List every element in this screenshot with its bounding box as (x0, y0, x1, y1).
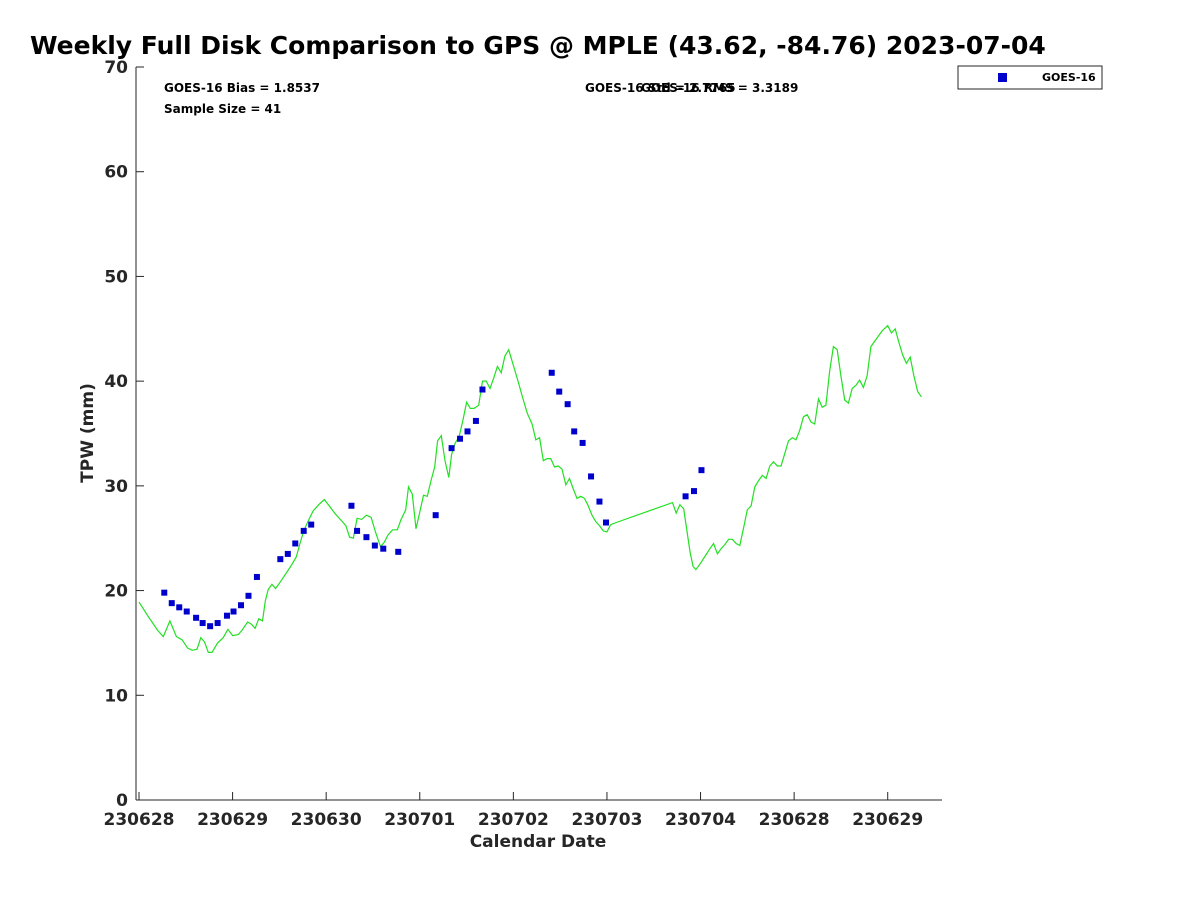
chart-title: Weekly Full Disk Comparison to GPS @ MPL… (30, 31, 1046, 60)
goes16-point (564, 401, 571, 408)
x-tick-label: 230629 (197, 810, 268, 830)
y-tick-label: 60 (104, 163, 128, 183)
goes16-point (464, 428, 471, 435)
y-axis-label: TPW (mm) (78, 383, 98, 483)
goes16-point (380, 545, 387, 552)
y-tick-label: 70 (104, 58, 128, 78)
goes16-point (596, 498, 603, 505)
goes16-point (230, 608, 237, 615)
x-tick-label: 230628 (104, 810, 175, 830)
goes16-point (193, 614, 200, 621)
x-tick-label: 230630 (291, 810, 362, 830)
x-axis-ticks: 230628 230629 230630 230701 230702 230703 2307… (104, 792, 923, 830)
x-tick-label: 230701 (384, 810, 455, 830)
plot-area (136, 67, 942, 800)
bias-annotation: GOES-16 Bias = 1.8537 (164, 81, 320, 95)
goes16-point (690, 488, 697, 495)
goes16-point (348, 502, 355, 509)
x-tick-label: 230702 (478, 810, 549, 830)
goes16-point (354, 527, 361, 534)
goes16-point (161, 589, 168, 596)
goes16-point (183, 608, 190, 615)
goes16-point (571, 428, 578, 435)
goes16-point (277, 556, 284, 563)
goes16-point (457, 435, 464, 442)
y-tick-label: 40 (104, 372, 128, 392)
x-tick-label: 230703 (571, 810, 642, 830)
std-annotation: GOES-16 Std = 2.7765 (585, 81, 735, 95)
goes16-point (308, 521, 315, 528)
goes16-point (371, 542, 378, 549)
gps-series (138, 324, 922, 654)
x-tick-label: 230628 (759, 810, 830, 830)
y-tick-label: 0 (116, 791, 128, 811)
x-axis-label: Calendar Date (470, 832, 607, 852)
goes16-point (395, 548, 402, 555)
goes16-point (199, 620, 206, 627)
rms-annotation: GOES-16 RMS = 3.3189 (641, 81, 798, 95)
goes16-point (284, 550, 291, 557)
goes16-point (579, 439, 586, 446)
goes16-point (556, 388, 563, 395)
goes16-point (588, 473, 595, 480)
y-tick-label: 50 (104, 267, 128, 287)
x-tick-label: 230629 (852, 810, 923, 830)
y-tick-label: 10 (104, 686, 128, 706)
sample-size-annotation: Sample Size = 41 (164, 102, 281, 116)
y-tick-label: 20 (104, 582, 128, 602)
goes16-point (207, 623, 214, 630)
goes16-point (176, 604, 183, 611)
goes16-series (161, 369, 705, 630)
y-axis-ticks: 0 10 20 30 40 50 60 70 (104, 58, 144, 811)
goes16-point (363, 534, 370, 541)
goes16-point (214, 620, 221, 627)
goes16-point (292, 540, 299, 547)
x-tick-label: 230704 (665, 810, 736, 830)
gps-tpw-line (138, 324, 922, 654)
goes16-point (223, 612, 230, 619)
goes16-point (432, 512, 439, 519)
legend-label-goes16: GOES-16 (1042, 71, 1096, 84)
goes16-point (253, 573, 260, 580)
goes16-point (548, 369, 555, 376)
goes16-point (300, 527, 307, 534)
legend-marker-goes16 (998, 73, 1007, 82)
goes16-point (168, 600, 175, 607)
goes16-point (245, 592, 252, 599)
goes16-point (472, 417, 479, 424)
goes16-point (682, 493, 689, 500)
goes16-point (448, 445, 455, 452)
goes16-point (238, 602, 245, 609)
legend: GOES-16 (957, 65, 1103, 90)
goes16-point (479, 386, 486, 393)
goes16-point (698, 467, 705, 474)
legend-box (957, 65, 1103, 90)
goes16-point (603, 519, 610, 526)
y-tick-label: 30 (104, 477, 128, 497)
